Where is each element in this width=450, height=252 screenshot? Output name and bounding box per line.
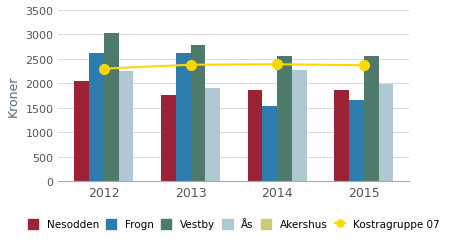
Bar	[89, 54, 104, 181]
Bar	[349, 101, 364, 181]
Bar	[292, 70, 306, 181]
Bar	[277, 57, 292, 181]
Bar	[161, 96, 176, 181]
Bar	[364, 57, 378, 181]
Bar	[378, 85, 393, 181]
Bar	[205, 88, 220, 181]
Bar	[104, 34, 119, 181]
Bar	[119, 71, 133, 181]
Bar	[262, 106, 277, 181]
Legend: Nesodden, Frogn, Vestby, Ås, Akershus, Kostragruppe 07: Nesodden, Frogn, Vestby, Ås, Akershus, K…	[26, 217, 442, 232]
Bar	[190, 46, 205, 181]
Bar	[74, 82, 89, 181]
Bar	[248, 91, 262, 181]
Bar	[176, 54, 190, 181]
Bar	[334, 91, 349, 181]
Y-axis label: Kroner: Kroner	[7, 76, 20, 117]
